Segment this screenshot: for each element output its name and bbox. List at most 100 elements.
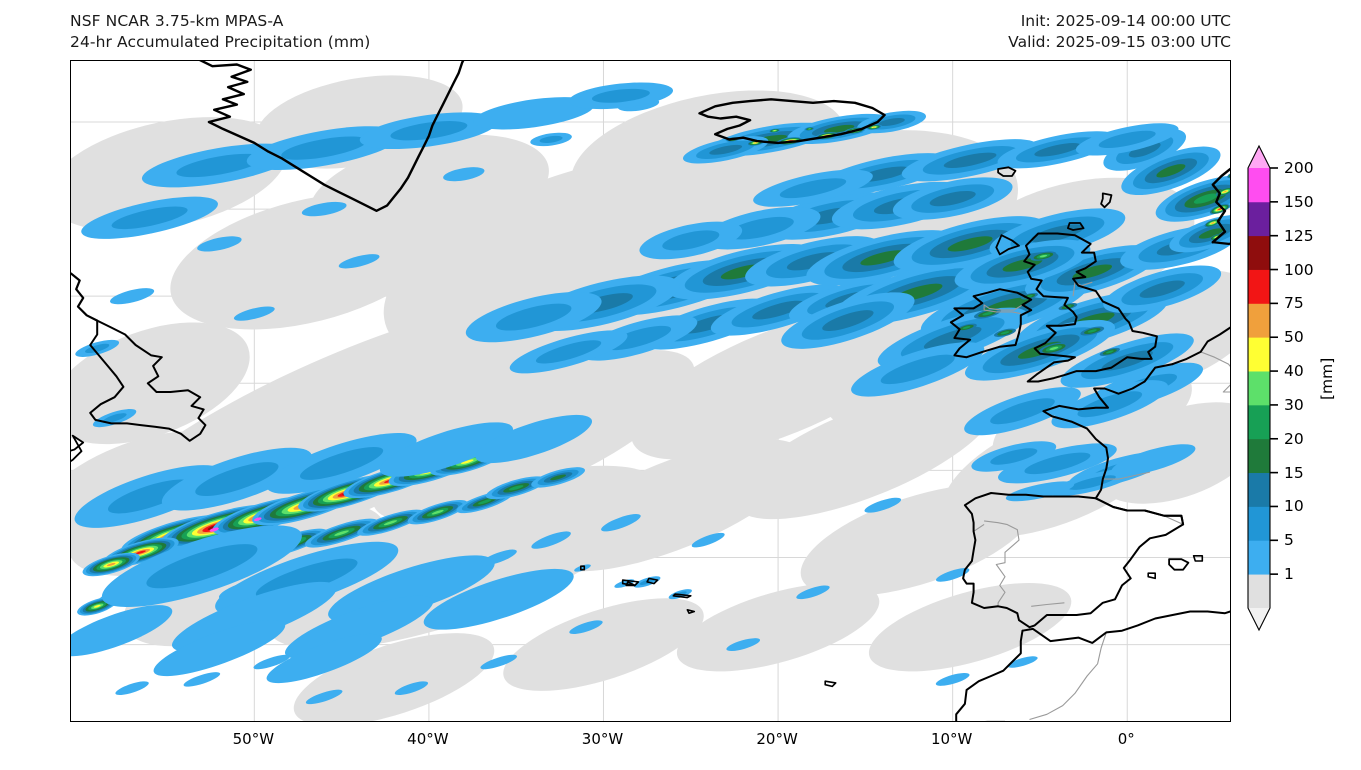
precip-band: [824, 124, 855, 133]
precip-band: [796, 585, 830, 600]
precip-blob: [176, 153, 263, 178]
colorbar-tick-label: 150: [1284, 192, 1314, 211]
precip-band: [1223, 190, 1227, 193]
precip-blob: [266, 633, 382, 684]
precip-blob: [990, 448, 1038, 465]
precip-band: [860, 250, 906, 266]
country-border: [983, 304, 1023, 315]
precip-blob: [390, 121, 468, 141]
colorbar-tick-label: 1: [1284, 565, 1294, 584]
coastline: [1147, 572, 1156, 580]
colorbar-extend-min: [1248, 608, 1270, 630]
precip-band: [93, 604, 101, 608]
precip-band: [176, 153, 263, 178]
precip-blob: [1223, 190, 1227, 193]
precip-blob: [508, 485, 524, 491]
precip-blob: [301, 201, 347, 217]
precip-blob: [1111, 444, 1196, 476]
colorbar-band: [1248, 438, 1270, 474]
precip-blob: [460, 459, 474, 464]
precip-blob: [111, 206, 188, 230]
precip-band: [1039, 254, 1048, 258]
precip-blob: [146, 544, 258, 589]
colorbar-band: [1248, 506, 1270, 541]
precip-band: [864, 497, 902, 513]
longitude-tick-label: 10°W: [930, 730, 973, 748]
precip-blob: [1087, 329, 1097, 333]
precip-band: [473, 97, 595, 130]
precip-band: [878, 118, 905, 126]
country-border: [973, 523, 985, 532]
coastline: [89, 319, 207, 442]
country-border: [1029, 632, 1107, 721]
colorbar-band: [1248, 540, 1270, 575]
precip-band: [1002, 257, 1043, 272]
longitude-tick-label: 30°W: [581, 730, 624, 748]
coastline: [1094, 497, 1185, 526]
precip-band: [542, 439, 804, 572]
precip-band: [947, 236, 993, 252]
longitude-tick-label: 0°: [1117, 730, 1135, 748]
coastline: [1021, 610, 1230, 644]
precip-blob: [880, 354, 955, 385]
precip-band: [779, 178, 847, 199]
colorbar-band: [1248, 168, 1270, 203]
precip-blob: [334, 530, 349, 536]
precip-band: [254, 517, 262, 521]
precip-blob: [773, 130, 776, 132]
coastline: [1067, 222, 1085, 231]
precip-blob: [779, 178, 847, 199]
precip-band: [726, 638, 761, 652]
colorbar-band: [1248, 269, 1270, 304]
colorbar-tick-label: 30: [1284, 395, 1304, 414]
precip-blob: [431, 509, 444, 515]
precip-band: [209, 527, 219, 532]
precip-band: [1007, 656, 1038, 668]
colorbar-tick-label: 5: [1284, 531, 1294, 550]
coastline: [199, 61, 465, 212]
precip-band: [379, 422, 514, 477]
precip-blob: [709, 144, 743, 155]
precip-blob: [1211, 222, 1215, 224]
precip-band: [574, 564, 591, 572]
colorbar-tick-label: 75: [1284, 294, 1304, 313]
precip-band: [338, 254, 380, 269]
precip-blob: [872, 126, 876, 128]
precip-blob: [569, 620, 603, 635]
country-border: [1031, 602, 1065, 607]
country-border: [984, 520, 1020, 607]
precip-band: [503, 598, 704, 691]
country-border: [1072, 281, 1093, 297]
precip-band: [1005, 481, 1075, 502]
precip-blob: [1034, 143, 1081, 157]
precip-blob: [253, 654, 291, 670]
precip-band: [146, 544, 258, 589]
model-title: NSF NCAR 3.75-km MPAS-A: [70, 12, 284, 30]
precip-blob: [300, 446, 384, 480]
precip-band: [266, 633, 382, 684]
precip-blob: [591, 88, 650, 103]
precip-band: [1000, 331, 1010, 335]
precip-blob: [531, 531, 571, 549]
precip-band: [929, 190, 976, 207]
precip-band: [1214, 236, 1218, 238]
longitude-tick-label: 50°W: [232, 730, 275, 748]
precip-band: [868, 583, 1072, 672]
precip-band: [293, 633, 495, 721]
precip-blob: [254, 517, 262, 521]
precip-blob: [233, 306, 275, 321]
precip-blob: [106, 562, 116, 567]
precip-band: [281, 136, 368, 160]
coastline: [949, 288, 1033, 359]
precip-blob: [1193, 193, 1218, 204]
precip-band: [300, 446, 384, 480]
precip-band: [1139, 280, 1185, 298]
valid-time-label: Valid: 2025-09-15 03:00 UTC: [1008, 33, 1231, 51]
field-title: 24-hr Accumulated Precipitation (mm): [70, 33, 371, 51]
precip-band: [531, 531, 571, 549]
precip-blob: [822, 310, 874, 332]
precip-blob: [1214, 236, 1218, 238]
precip-blob: [71, 605, 173, 657]
precip-blob: [752, 300, 805, 320]
coastline: [1023, 232, 1158, 383]
